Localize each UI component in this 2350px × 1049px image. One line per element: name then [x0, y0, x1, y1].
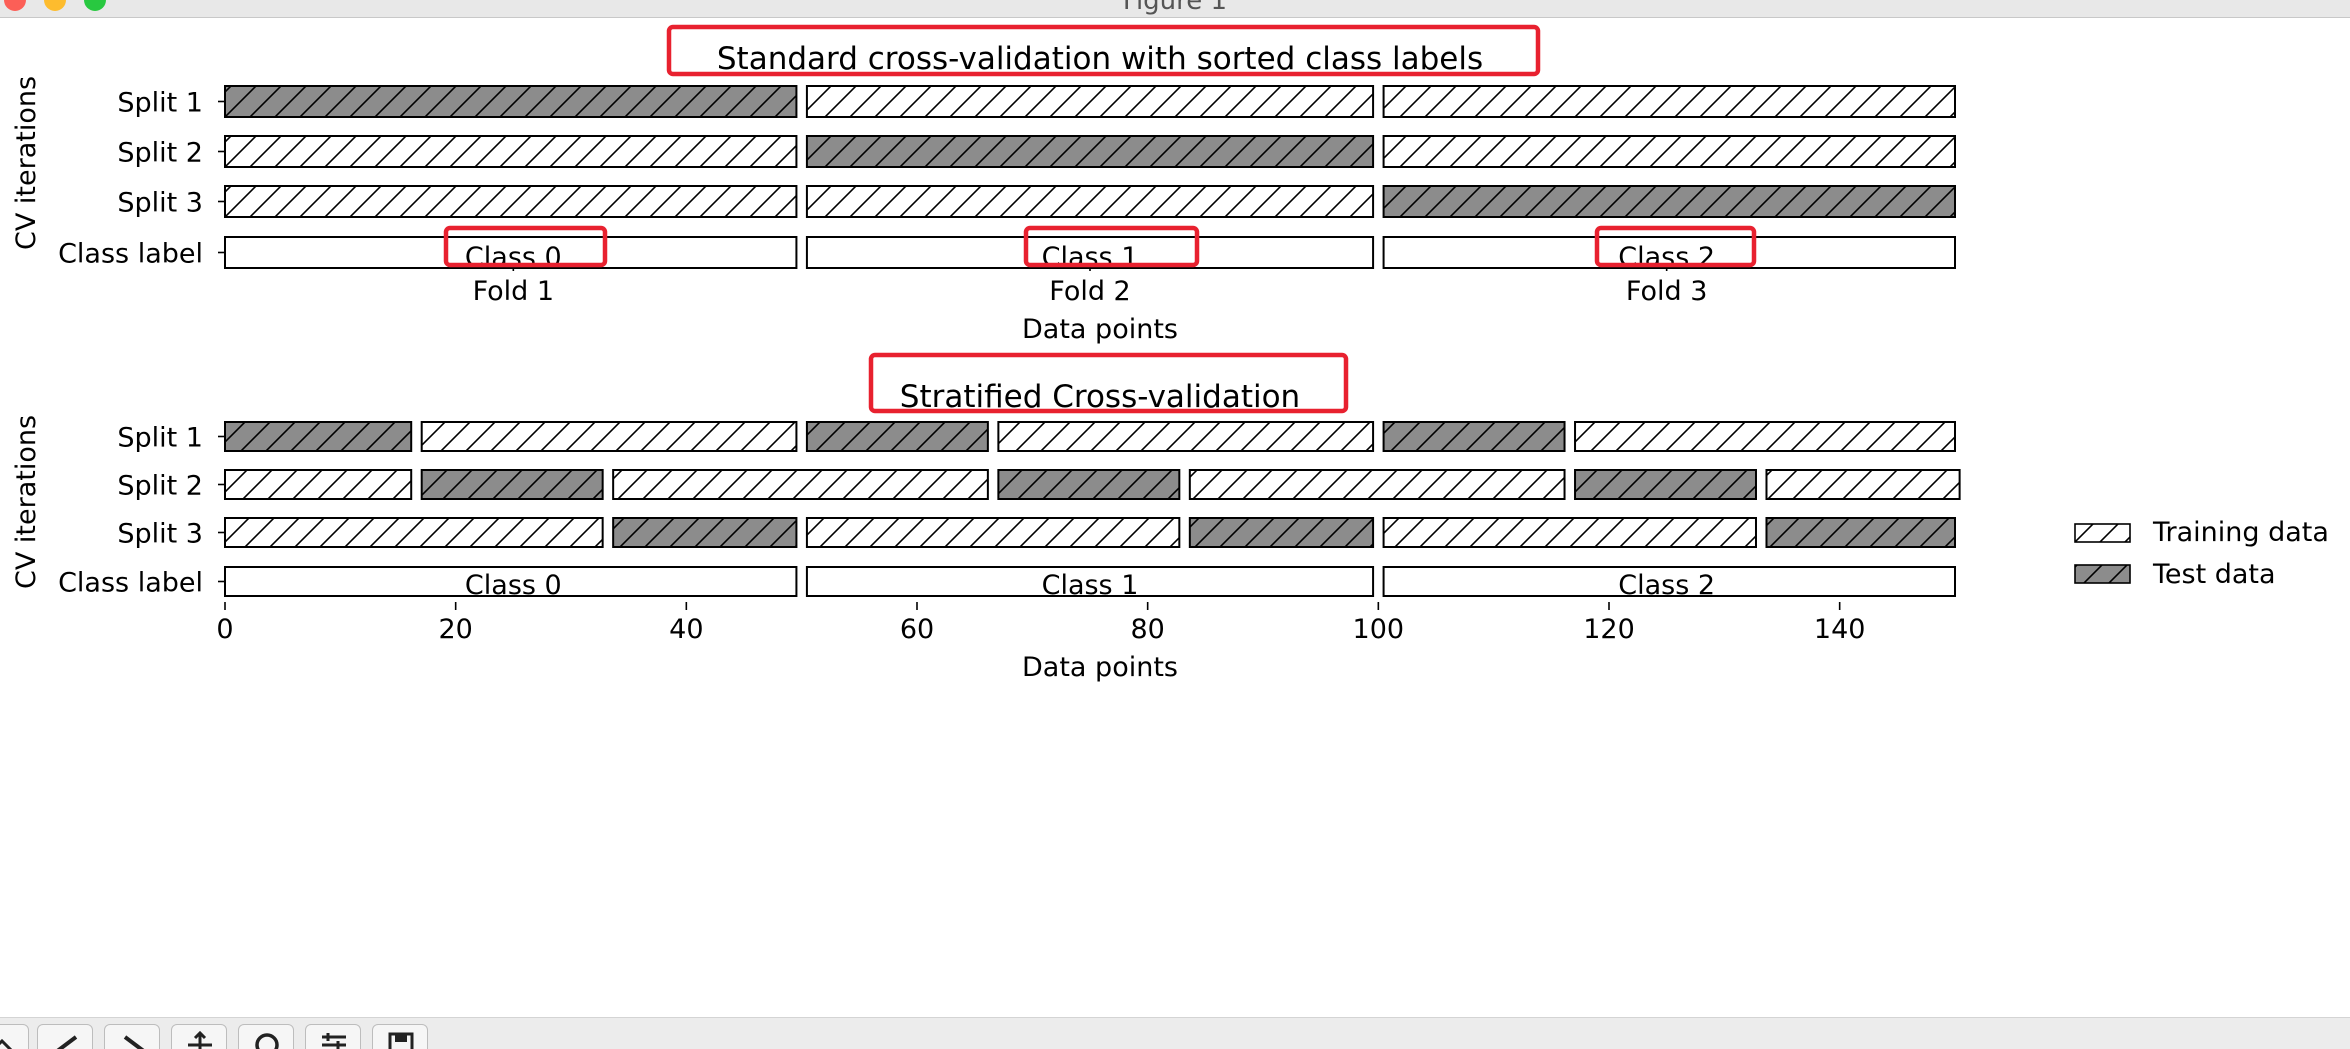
- back-button[interactable]: [37, 1024, 93, 1049]
- forward-icon: [123, 1035, 145, 1049]
- back-icon: [56, 1035, 78, 1049]
- y-axis-label: CV iterations: [11, 415, 42, 589]
- train-bar-hatch: [1189, 470, 1565, 499]
- annotation-box: [868, 352, 1349, 414]
- x-tick-label: 120: [1583, 614, 1635, 645]
- class-bar: [1382, 566, 1957, 597]
- train-bar-hatch: [225, 186, 797, 217]
- save-button[interactable]: [372, 1024, 428, 1049]
- close-window-icon[interactable]: [4, 0, 26, 11]
- train-bar-hatch: [1383, 86, 1955, 117]
- annotation-box: [1594, 225, 1757, 268]
- x-tick-label: Fold 2: [1049, 276, 1131, 307]
- legend: Training data Test data: [2074, 517, 2329, 590]
- test-bar-hatch: [1383, 186, 1955, 217]
- class-segment-label: Class 0: [465, 570, 562, 601]
- window-title: Figure 1: [1122, 0, 1228, 16]
- y-tick-label: Split 3: [117, 519, 203, 550]
- chart-title: Standard cross-validation with sorted cl…: [717, 41, 1483, 77]
- annotation-box: [1023, 225, 1200, 268]
- y-tick-label: Class label: [58, 568, 203, 599]
- save-icon: [388, 1032, 414, 1049]
- y-tick-label: Class label: [58, 239, 203, 270]
- y-tick-label: Split 1: [117, 88, 203, 119]
- test-bar-hatch: [1766, 518, 1955, 547]
- row-split-2: [224, 135, 1957, 168]
- zoom-icon: [255, 1033, 279, 1049]
- test-bar-hatch: [998, 470, 1180, 499]
- annotation-box: [666, 24, 1541, 77]
- train-bar-hatch: [421, 422, 797, 451]
- test-bar-hatch: [613, 518, 797, 547]
- test-bar-hatch: [1383, 422, 1565, 451]
- row-split-2: [224, 469, 1961, 500]
- x-tick-label: 60: [900, 614, 934, 645]
- forward-button[interactable]: [104, 1024, 160, 1049]
- y-tick-label: Split 3: [117, 188, 203, 219]
- subplots-icon: [322, 1033, 346, 1049]
- navigation-toolbar: [0, 1017, 2350, 1049]
- test-bar-hatch: [806, 422, 988, 451]
- minimize-window-icon[interactable]: [44, 0, 66, 11]
- home-icon: [0, 1038, 13, 1049]
- row-split-3: [224, 517, 1956, 548]
- train-bar-hatch: [225, 470, 412, 499]
- row-split-1: [224, 421, 1956, 452]
- x-tick-label: 20: [438, 614, 472, 645]
- row-split-3: [224, 185, 1957, 218]
- window-titlebar: Figure 1: [0, 0, 2350, 18]
- train-bar-hatch: [613, 470, 988, 499]
- train-bar-hatch: [806, 518, 1180, 547]
- y-tick-label: Split 1: [117, 423, 203, 454]
- x-tick-label: Fold 3: [1626, 276, 1708, 307]
- train-bar-hatch: [225, 136, 797, 167]
- train-bar-hatch: [806, 86, 1374, 117]
- y-axis-label: CV iterations: [11, 76, 42, 250]
- test-bar-hatch: [225, 422, 412, 451]
- annotation-box: [443, 225, 608, 268]
- train-bar-hatch: [225, 518, 603, 547]
- test-bar-hatch: [1575, 470, 1756, 499]
- x-tick-label: 40: [669, 614, 703, 645]
- class-bar: [224, 566, 798, 597]
- train-bar-hatch: [806, 186, 1374, 217]
- y-tick-label: Split 2: [117, 138, 203, 169]
- legend-test-hatch: [2075, 565, 2130, 583]
- legend-train-label: Training data: [2152, 517, 2329, 548]
- x-tick-label: 80: [1130, 614, 1164, 645]
- x-tick-label: 100: [1353, 614, 1405, 645]
- legend-test-label: Test data: [2152, 559, 2276, 590]
- pan-button[interactable]: [171, 1024, 227, 1049]
- row-split-1: [224, 85, 1957, 118]
- test-bar-hatch: [1189, 518, 1374, 547]
- x-tick-label: 0: [216, 614, 233, 645]
- train-bar-hatch: [1383, 518, 1756, 547]
- home-button[interactable]: [0, 1024, 29, 1049]
- class-segment-label: Class 1: [1042, 570, 1139, 601]
- class-segment-label: Class 2: [1618, 570, 1715, 601]
- x-axis-label: Data points: [1022, 314, 1178, 345]
- train-bar-hatch: [1766, 470, 1960, 499]
- test-bar-hatch: [421, 470, 603, 499]
- test-bar-hatch: [806, 136, 1374, 167]
- legend-train-hatch: [2075, 524, 2130, 542]
- class-bar: [805, 566, 1375, 597]
- row-class-label: Class 0 Class 1 Class 2: [224, 566, 1957, 601]
- zoom-button[interactable]: [238, 1024, 294, 1049]
- train-bar-hatch: [1575, 422, 1955, 451]
- y-tick-label: Split 2: [117, 471, 203, 502]
- train-bar-hatch: [998, 422, 1374, 451]
- train-bar-hatch: [1383, 136, 1955, 167]
- maximize-window-icon[interactable]: [84, 0, 106, 11]
- x-axis-label: Data points: [1022, 652, 1178, 683]
- x-tick-label: Fold 1: [473, 276, 555, 307]
- pan-icon: [188, 1030, 212, 1049]
- subplots-button[interactable]: [305, 1024, 361, 1049]
- x-tick-label: 140: [1814, 614, 1866, 645]
- test-bar-hatch: [225, 86, 797, 117]
